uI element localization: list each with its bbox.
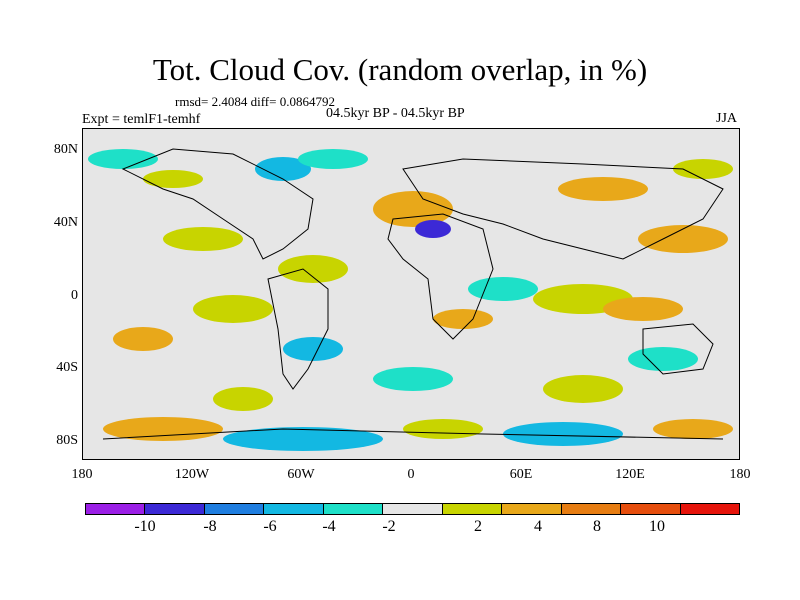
australia-outline bbox=[642, 323, 714, 375]
colorbar-box bbox=[383, 504, 443, 514]
patch bbox=[638, 225, 728, 253]
experiment-label: Expt = temlF1-temhf bbox=[82, 112, 201, 127]
stats-text: rmsd= 2.4084 diff= 0.0864792 bbox=[175, 94, 335, 109]
patch bbox=[283, 337, 343, 361]
patch bbox=[223, 427, 383, 451]
colorbar-box bbox=[621, 504, 681, 514]
colorbar-label: -6 bbox=[263, 518, 277, 535]
antarctica-outline bbox=[102, 428, 724, 440]
patch bbox=[193, 295, 273, 323]
colorbar bbox=[85, 503, 740, 515]
patch bbox=[415, 220, 451, 238]
colorbar-label: -10 bbox=[134, 518, 156, 535]
colorbar-label: -2 bbox=[382, 518, 396, 535]
patch bbox=[298, 149, 368, 169]
colorbar-box bbox=[145, 504, 205, 514]
colorbar-box bbox=[86, 504, 146, 514]
lon-label-120e: 120E bbox=[615, 467, 645, 482]
colorbar-box bbox=[264, 504, 324, 514]
eurasia-outline bbox=[402, 158, 724, 260]
world-map bbox=[82, 128, 740, 460]
period-label: 04.5kyr BP - 04.5kyr BP bbox=[326, 106, 465, 121]
colorbar-box bbox=[561, 504, 622, 514]
colorbar-label: -8 bbox=[203, 518, 217, 535]
lat-label-40s: 40S bbox=[56, 360, 78, 375]
lat-label-80s: 80S bbox=[56, 433, 78, 448]
patch bbox=[673, 159, 733, 179]
lat-label-80n: 80N bbox=[53, 142, 78, 157]
patch bbox=[373, 191, 453, 227]
colorbar-box bbox=[680, 504, 739, 514]
patch bbox=[103, 417, 223, 441]
lon-label-60e: 60E bbox=[509, 467, 533, 482]
patch bbox=[433, 309, 493, 329]
colorbar-label: 4 bbox=[534, 518, 542, 535]
patch bbox=[503, 422, 623, 446]
colorbar-box bbox=[204, 504, 265, 514]
lon-label-0: 0 bbox=[407, 467, 415, 482]
colorbar-box bbox=[323, 504, 384, 514]
colorbar-box bbox=[502, 504, 562, 514]
patch bbox=[468, 277, 538, 301]
patch bbox=[113, 327, 173, 351]
patch bbox=[403, 419, 483, 439]
lon-label-60w: 60W bbox=[287, 467, 315, 482]
patch bbox=[603, 297, 683, 321]
colorbar-label: 8 bbox=[593, 518, 601, 535]
colorbar-label: 10 bbox=[649, 518, 665, 535]
patch bbox=[213, 387, 273, 411]
patch bbox=[163, 227, 243, 251]
patch bbox=[558, 177, 648, 201]
patch bbox=[88, 149, 158, 169]
patch bbox=[278, 255, 348, 283]
patch bbox=[628, 347, 698, 371]
anomaly-patches bbox=[88, 149, 733, 451]
patch bbox=[543, 375, 623, 403]
lon-label-180e: 180 bbox=[729, 467, 751, 482]
map-field-svg bbox=[88, 148, 733, 451]
patch bbox=[373, 367, 453, 391]
lat-label-40n: 40N bbox=[53, 215, 78, 230]
colorbar-label: 2 bbox=[474, 518, 482, 535]
season-label: JJA bbox=[716, 111, 738, 126]
africa-outline bbox=[387, 213, 494, 340]
lon-label-120w: 120W bbox=[174, 467, 210, 482]
plot-title: Tot. Cloud Cov. (random overlap, in %) bbox=[152, 52, 648, 87]
south-america-outline bbox=[267, 268, 329, 390]
lon-label-180w: 180 bbox=[71, 467, 93, 482]
colorbar-label: -4 bbox=[322, 518, 336, 535]
patch bbox=[653, 419, 733, 439]
patch bbox=[143, 170, 203, 188]
north-america-outline bbox=[121, 148, 314, 260]
colorbar-box bbox=[442, 504, 503, 514]
patch bbox=[255, 157, 311, 181]
coastlines bbox=[102, 148, 724, 440]
lat-label-0: 0 bbox=[71, 288, 78, 303]
